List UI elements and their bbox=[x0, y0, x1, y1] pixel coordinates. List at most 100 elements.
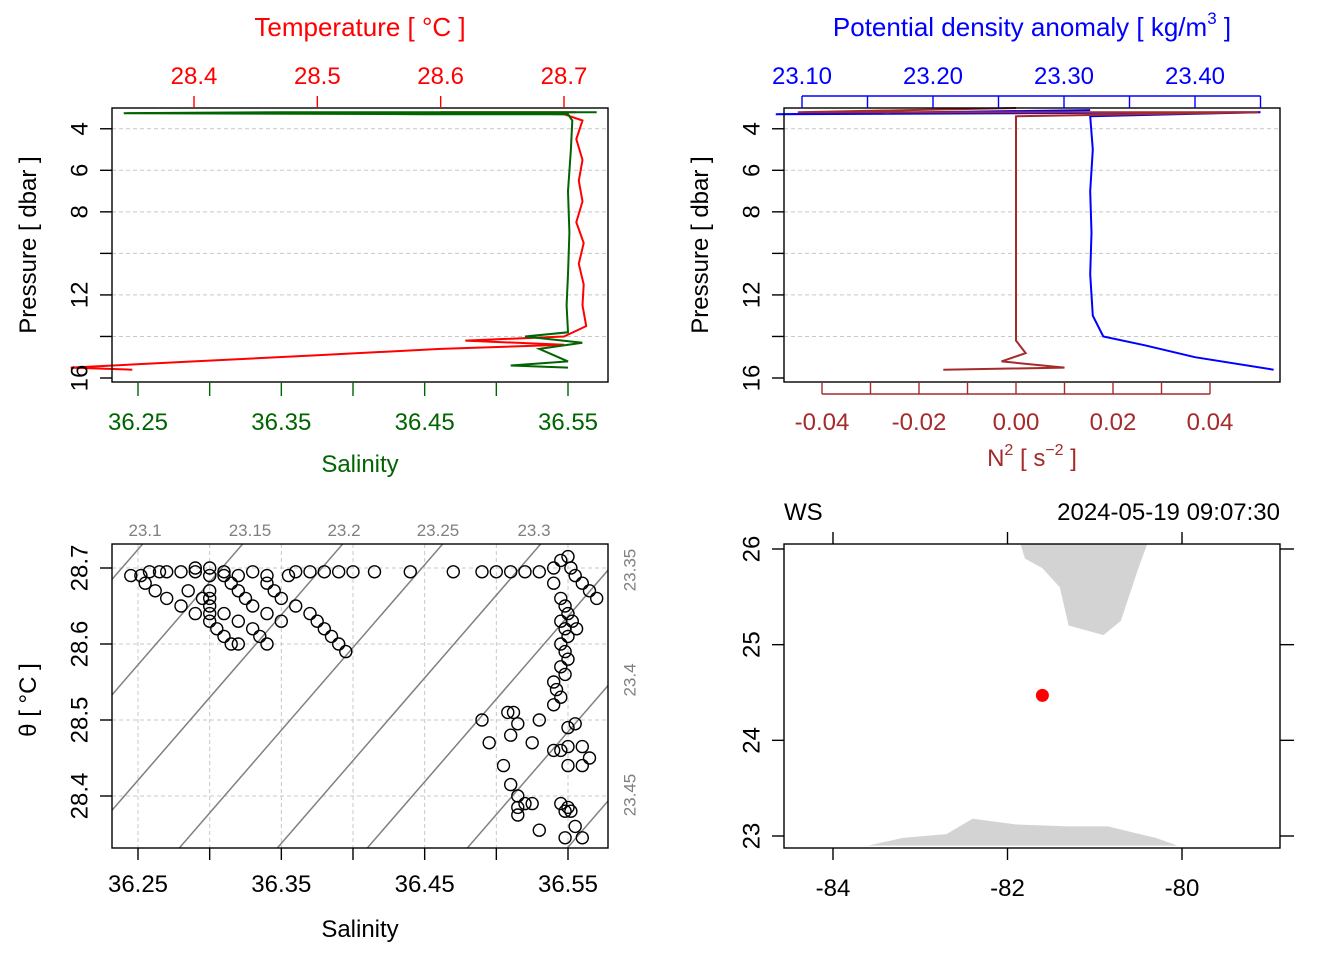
p3-isopycnal-line bbox=[178, 544, 444, 848]
p3-isopycnal-label-top: 23.3 bbox=[517, 521, 550, 540]
panel-ts-diagram: 23.1 23.15 23.2 23.25 23.3 23.35 23.4 23.45 36.… bbox=[15, 521, 640, 943]
p3-data-point bbox=[532, 823, 546, 837]
p2-series-density bbox=[775, 109, 1274, 371]
p3-data-point bbox=[558, 667, 572, 682]
p3-data-point bbox=[575, 831, 589, 845]
p3-left-tick-label: 28.6 bbox=[67, 621, 94, 668]
p3-isopycnal-line bbox=[112, 544, 244, 696]
p3-data-point bbox=[231, 584, 246, 598]
p3-isopycnal-label-top: 23.2 bbox=[327, 521, 360, 540]
p3-isopycnal-line bbox=[566, 799, 608, 848]
p3-data-point bbox=[152, 565, 167, 579]
p1-top-tick-label: 28.7 bbox=[541, 63, 588, 90]
p3-data-point bbox=[138, 576, 152, 590]
p3-data-point bbox=[554, 637, 568, 651]
p2-xlabel-sup2: −2 bbox=[1045, 442, 1063, 459]
p3-isopycnal-label-right: 23.45 bbox=[621, 774, 640, 817]
p3-data-point bbox=[554, 796, 568, 811]
p3-data-point bbox=[317, 622, 331, 636]
p2-xlabel-end: ] bbox=[1064, 445, 1077, 472]
p3-data-point bbox=[148, 584, 162, 598]
p3-data-point bbox=[575, 739, 589, 754]
p2-top-label-sup: 3 bbox=[1207, 9, 1216, 28]
p3-data-point bbox=[267, 584, 281, 598]
p3-isopycnal-label-top: 23.1 bbox=[128, 521, 161, 540]
p3-isopycnal-line bbox=[112, 544, 344, 812]
p3-data-point bbox=[245, 599, 260, 613]
p2-top-axis: 23.10 23.20 23.30 23.40 bbox=[772, 63, 1262, 108]
p3-data-point bbox=[511, 717, 525, 731]
p3-data-point bbox=[289, 565, 303, 579]
p3-data-point bbox=[367, 565, 382, 579]
p3-data-point bbox=[561, 652, 575, 666]
p1-top-axis: 28.4 28.5 28.6 28.7 bbox=[171, 63, 588, 108]
p3-data-point bbox=[274, 591, 288, 606]
p3-isopycnal-line bbox=[276, 544, 542, 848]
p3-data-point bbox=[231, 614, 246, 628]
p2-top-tick-label: 23.30 bbox=[1034, 63, 1094, 90]
p3-data-point bbox=[554, 743, 568, 758]
panel-density-profile: 23.10 23.20 23.30 23.40 -0.04 -0.02 0.00 0.02 0… bbox=[687, 9, 1281, 472]
p3-data-point bbox=[303, 606, 317, 621]
p3-data-point bbox=[142, 565, 157, 579]
p1-left-axis: 4 6 8 12 16 bbox=[67, 122, 112, 392]
p3-isopycnal-line bbox=[366, 569, 608, 848]
p4-bottom-tick-label: -84 bbox=[816, 875, 851, 902]
p3-data-point bbox=[332, 637, 346, 651]
p3-data-point bbox=[202, 584, 217, 598]
p3-data-point bbox=[310, 614, 324, 628]
p3-data-point bbox=[159, 591, 174, 606]
p4-plot-frame bbox=[783, 543, 1281, 849]
p4-land bbox=[867, 544, 1178, 846]
p3-data-point bbox=[558, 831, 572, 845]
p3-data-point bbox=[195, 591, 210, 606]
p1-left-tick-label: 12 bbox=[67, 282, 94, 309]
p3-data-point bbox=[224, 576, 238, 590]
p3-data-point bbox=[547, 576, 561, 590]
p3-data-point bbox=[554, 690, 568, 704]
p1-bottom-tick-label: 36.35 bbox=[251, 409, 311, 436]
p3-grid bbox=[112, 544, 608, 848]
p3-data-point bbox=[558, 622, 572, 636]
p1-left-tick-label: 16 bbox=[67, 365, 94, 392]
p3-bottom-tick-label: 36.45 bbox=[395, 871, 455, 898]
p4-left-tick-label: 23 bbox=[739, 823, 766, 850]
p3-data-point bbox=[561, 739, 575, 754]
p2-x-axis-label: N2 [ s−2 ] bbox=[987, 442, 1077, 472]
p3-isopycnal-labels: 23.1 23.15 23.2 23.25 23.3 23.35 23.4 23.45 bbox=[128, 521, 639, 816]
p3-points bbox=[124, 549, 604, 845]
p3-data-point bbox=[575, 576, 589, 590]
p3-data-point bbox=[281, 568, 296, 583]
p3-data-point bbox=[547, 698, 561, 712]
p4-land-polygon bbox=[1020, 544, 1148, 636]
p3-data-point bbox=[564, 804, 578, 818]
p3-data-point bbox=[504, 565, 518, 579]
p1-grid bbox=[112, 128, 608, 337]
p3-data-point bbox=[202, 606, 217, 621]
p3-data-point bbox=[231, 568, 246, 583]
p4-land-polygon bbox=[867, 818, 1178, 846]
p2-xlabel-main: N bbox=[987, 445, 1004, 472]
p2-bottom-tick-label: 0.04 bbox=[1187, 409, 1234, 436]
p3-data-point bbox=[554, 553, 568, 568]
p2-top-label-main: Potential density anomaly [ kg/m bbox=[833, 12, 1207, 42]
p3-data-point bbox=[260, 637, 274, 651]
p1-top-tick-label: 28.4 bbox=[171, 63, 218, 90]
p3-data-point bbox=[332, 565, 346, 579]
p2-left-tick-label: 8 bbox=[739, 205, 766, 218]
p3-bottom-tick-label: 36.25 bbox=[108, 871, 168, 898]
p2-bottom-tick-label: -0.02 bbox=[892, 409, 947, 436]
p3-bottom-tick-label: 36.55 bbox=[538, 871, 598, 898]
p1-y-axis-label: Pressure [ dbar ] bbox=[15, 156, 42, 333]
p3-data-point bbox=[217, 606, 231, 621]
p3-data-point bbox=[202, 568, 217, 583]
p3-data-point bbox=[124, 568, 138, 583]
p3-data-point bbox=[202, 591, 217, 606]
p4-timestamp: 2024-05-19 09:07:30 bbox=[1057, 499, 1280, 526]
p3-data-point bbox=[568, 819, 582, 834]
p3-data-point bbox=[253, 629, 267, 644]
p3-data-point bbox=[561, 720, 575, 735]
panel-ts-profile: 28.4 28.5 28.6 28.7 36.25 36.35 36.45 36.55 4 6… bbox=[15, 12, 609, 478]
p3-data-point bbox=[181, 584, 195, 598]
p2-left-tick-label: 4 bbox=[739, 122, 766, 135]
